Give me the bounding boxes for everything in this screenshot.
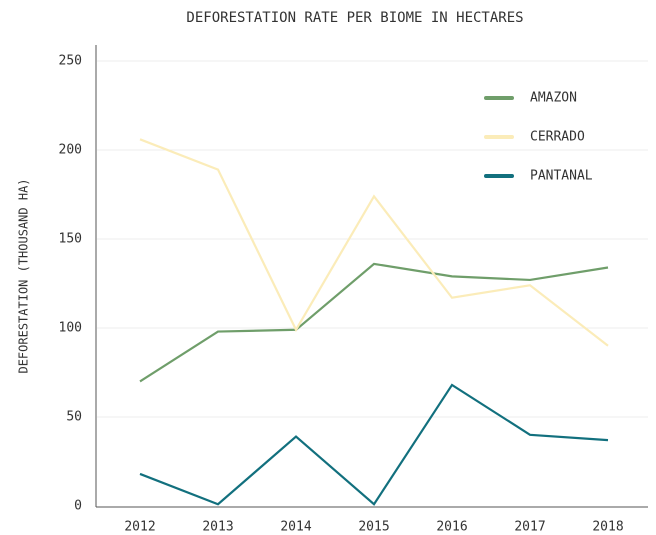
x-tick-label: 2016	[436, 520, 467, 535]
x-tick-label: 2013	[202, 520, 233, 535]
x-tick-label: 2015	[358, 520, 389, 535]
x-tick-label: 2017	[514, 520, 545, 535]
legend-label: AMAZON	[530, 91, 577, 106]
x-tick-label: 2014	[280, 520, 311, 535]
line-series	[139, 383, 609, 506]
y-tick-label: 100	[59, 321, 82, 336]
chart-title: DEFORESTATION RATE PER BIOME IN HECTARES	[186, 10, 523, 26]
y-tick-label: 50	[66, 410, 82, 425]
y-axis-title: DEFORESTATION (THOUSAND HA)	[17, 178, 31, 373]
y-tick-label: 200	[59, 143, 82, 158]
legend-label: PANTANAL	[530, 169, 593, 184]
y-tick-label: 150	[59, 232, 82, 247]
y-tick-label: 250	[59, 54, 82, 69]
x-tick-label: 2018	[592, 520, 623, 535]
x-tick-label: 2012	[124, 520, 155, 535]
y-tick-label: 0	[74, 499, 82, 514]
line-series	[139, 262, 609, 383]
line-series	[139, 138, 609, 347]
legend-label: CERRADO	[530, 130, 585, 145]
